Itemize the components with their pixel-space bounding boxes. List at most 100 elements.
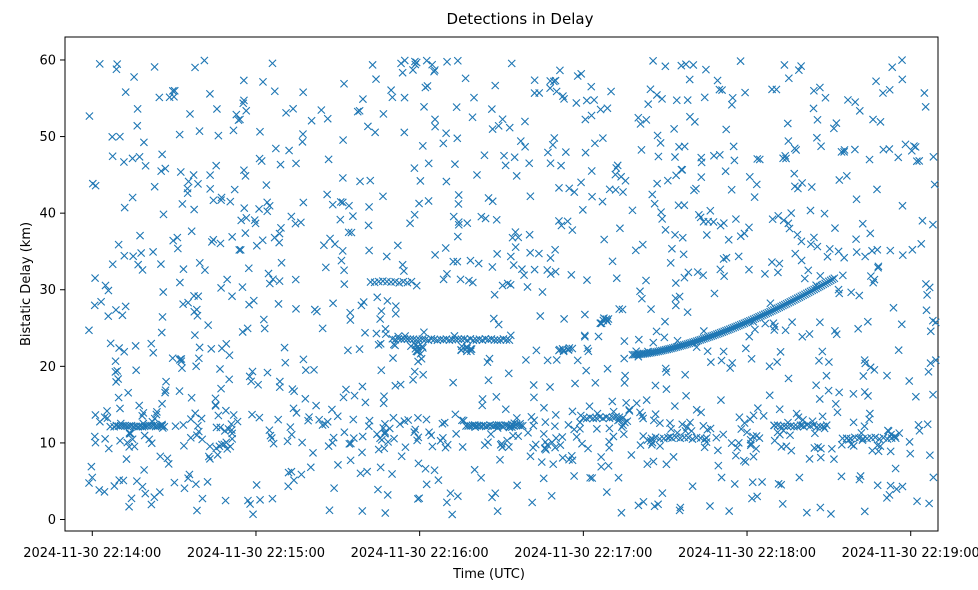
data-point: [160, 422, 169, 431]
data-point: [537, 458, 546, 467]
data-point: [403, 335, 412, 344]
data-point: [267, 434, 276, 443]
data-point: [832, 119, 841, 128]
data-point: [339, 393, 348, 402]
data-point: [892, 485, 901, 494]
data-point: [399, 267, 408, 276]
data-point: [398, 68, 407, 77]
data-point: [217, 440, 226, 449]
data-point: [221, 496, 230, 505]
data-point: [572, 432, 581, 441]
data-point: [621, 371, 630, 380]
data-point: [594, 332, 603, 341]
data-point: [548, 140, 557, 149]
data-point: [816, 422, 825, 431]
data-point: [701, 65, 710, 74]
data-point: [564, 420, 573, 429]
data-point: [414, 459, 423, 468]
data-point: [793, 230, 802, 239]
x-tick-label: 2024-11-30 22:14:00: [23, 546, 161, 561]
data-point: [547, 491, 556, 500]
data-point: [781, 151, 790, 160]
data-point: [548, 438, 557, 447]
data-point: [319, 241, 328, 250]
data-point: [642, 396, 651, 405]
data-point: [639, 414, 648, 423]
data-point: [719, 254, 728, 263]
data-point: [449, 378, 458, 387]
data-point: [191, 409, 200, 418]
data-point: [459, 416, 468, 425]
data-point: [855, 291, 864, 300]
data-point: [783, 422, 792, 431]
data-point: [650, 199, 659, 208]
data-point: [205, 442, 214, 451]
data-point: [481, 422, 490, 431]
data-point: [725, 507, 734, 516]
data-point: [906, 449, 915, 458]
data-point: [326, 234, 335, 243]
data-point: [195, 258, 204, 267]
data-point: [753, 404, 762, 413]
data-point: [129, 252, 138, 261]
data-point: [186, 109, 194, 118]
data-point: [183, 184, 192, 193]
data-point: [691, 184, 700, 193]
data-point: [280, 343, 289, 352]
data-point: [529, 381, 538, 390]
data-point: [275, 377, 284, 386]
y-tick-label: 40: [39, 207, 56, 222]
data-point: [472, 335, 481, 344]
data-point: [770, 436, 779, 445]
data-point: [365, 246, 374, 255]
data-point: [391, 309, 400, 318]
data-point: [798, 415, 807, 424]
data-point: [539, 474, 548, 483]
data-point: [809, 86, 818, 95]
data-point: [296, 218, 305, 227]
data-point: [414, 433, 423, 442]
data-point: [765, 362, 774, 371]
data-point: [137, 249, 146, 258]
data-point: [125, 429, 134, 438]
data-point: [439, 335, 448, 344]
data-point: [488, 262, 497, 271]
data-point: [158, 421, 167, 430]
data-point: [350, 391, 359, 400]
data-point: [340, 266, 349, 275]
data-point: [217, 193, 226, 202]
data-point: [523, 282, 532, 291]
data-point: [358, 95, 367, 104]
data-point: [446, 489, 455, 498]
data-point: [338, 246, 347, 255]
data-point: [617, 508, 626, 517]
data-point: [291, 219, 300, 228]
data-point: [318, 324, 327, 333]
data-point: [260, 324, 269, 333]
data-point: [584, 347, 593, 356]
data-point: [481, 334, 490, 343]
data-point: [245, 372, 254, 381]
data-point: [872, 185, 881, 194]
data-point: [457, 416, 466, 425]
data-point: [217, 384, 226, 393]
data-point: [746, 435, 755, 444]
data-point: [584, 444, 593, 453]
data-point: [716, 221, 725, 230]
data-point: [256, 495, 265, 504]
data-point: [768, 215, 777, 224]
data-point: [822, 421, 831, 430]
data-point: [241, 229, 250, 238]
data-point: [907, 146, 916, 155]
data-point: [514, 233, 523, 242]
data-point: [808, 286, 817, 295]
data-point: [797, 62, 806, 71]
data-point: [850, 145, 859, 154]
data-point: [398, 260, 407, 269]
data-point: [790, 169, 799, 178]
data-point: [587, 167, 596, 175]
data-point: [530, 265, 539, 274]
data-point: [589, 414, 598, 423]
data-point: [619, 430, 628, 439]
data-point: [730, 156, 739, 165]
